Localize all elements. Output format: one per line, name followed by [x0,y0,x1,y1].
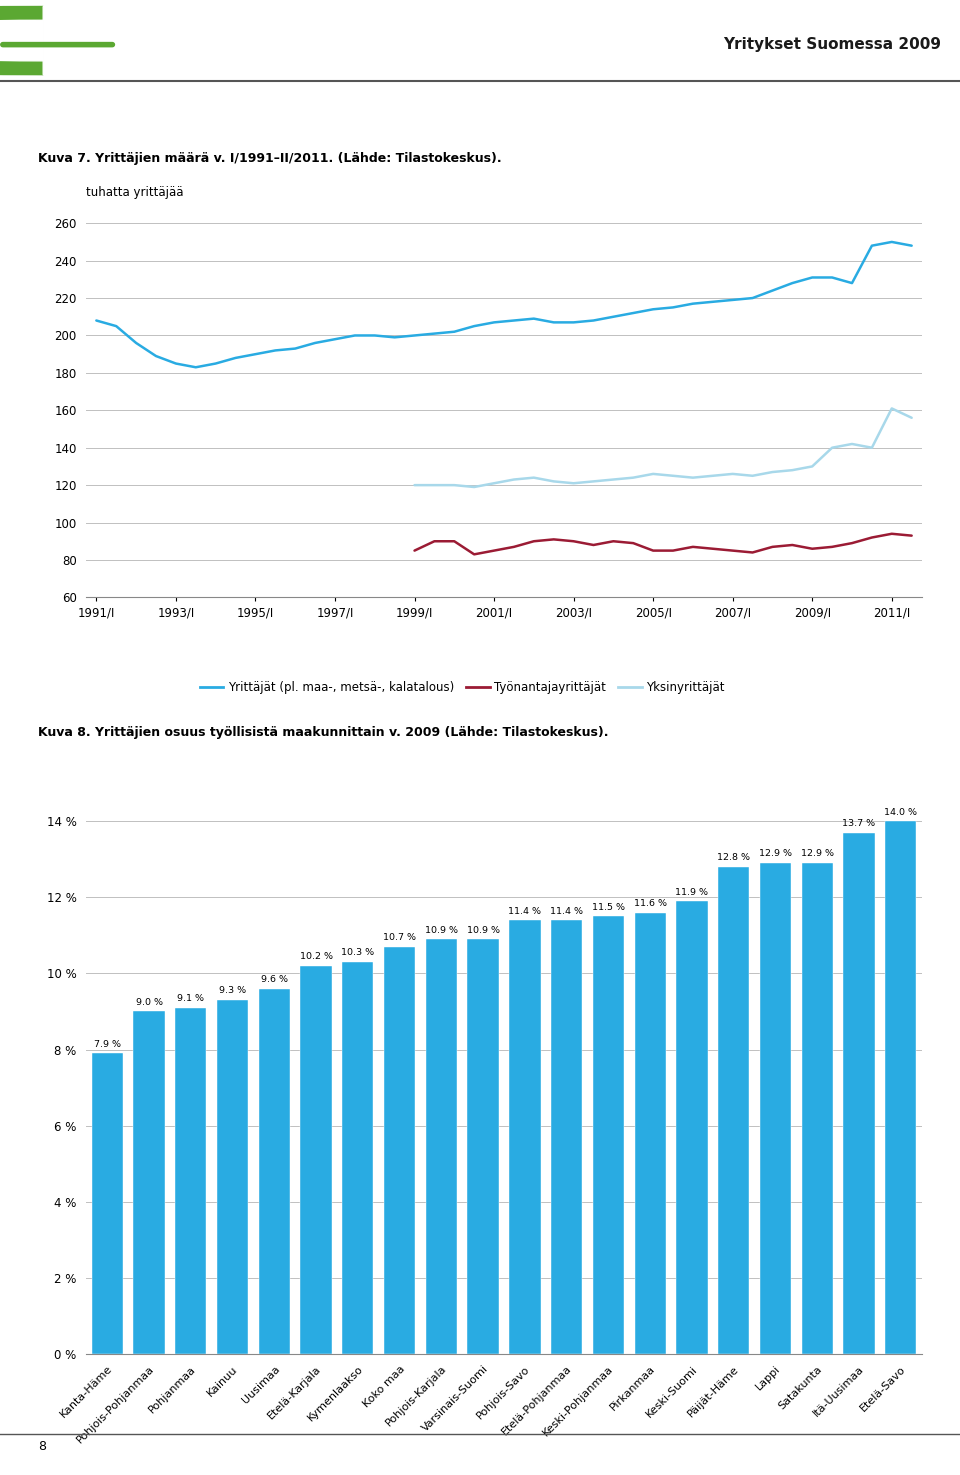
Bar [592,916,624,1354]
Text: 11.6 %: 11.6 % [634,898,666,909]
Bar [759,863,791,1354]
Text: 12.9 %: 12.9 % [801,850,833,858]
Wedge shape [43,6,446,75]
Text: 12.9 %: 12.9 % [759,850,792,858]
Bar [300,966,332,1354]
Bar [509,920,540,1354]
Text: 14.0 %: 14.0 % [884,808,917,817]
Bar [133,1012,165,1354]
Text: 11.5 %: 11.5 % [592,903,625,912]
Bar [802,863,833,1354]
Bar [91,1053,123,1354]
Bar [885,822,917,1354]
Text: 9.0 %: 9.0 % [135,999,162,1007]
Text: 11.4 %: 11.4 % [509,907,541,916]
Legend: Yrittäjät (pl. maa-, metsä-, kalatalous), Työnantajayrittäjät, Yksinyrittäjät: Yrittäjät (pl. maa-, metsä-, kalatalous)… [195,677,730,699]
Bar [676,901,708,1354]
Text: 9.3 %: 9.3 % [219,987,246,996]
Bar [425,940,457,1354]
Text: 13.7 %: 13.7 % [842,819,876,827]
Bar [342,962,373,1354]
Bar [718,867,750,1354]
Text: 11.4 %: 11.4 % [550,907,583,916]
Text: 10.3 %: 10.3 % [341,948,374,957]
Bar [551,920,583,1354]
Text: 10.7 %: 10.7 % [383,934,416,943]
Text: 8: 8 [38,1440,46,1453]
Text: 10.9 %: 10.9 % [467,926,499,935]
Text: 12.8 %: 12.8 % [717,853,750,863]
Text: tuhatta yrittäjää: tuhatta yrittäjää [86,186,184,199]
Text: Kuva 7. Yrittäjien määrä v. I/1991–II/2011. (Lähde: Tilastokeskus).: Kuva 7. Yrittäjien määrä v. I/1991–II/20… [38,152,502,165]
Bar [635,913,666,1354]
Bar [258,988,290,1354]
Text: Kuva 8. Yrittäjien osuus työllisistä maakunnittain v. 2009 (Lähde: Tilastokeskus: Kuva 8. Yrittäjien osuus työllisistä maa… [38,726,609,739]
Wedge shape [0,21,43,60]
Text: 10.2 %: 10.2 % [300,953,332,962]
Wedge shape [0,6,43,75]
Bar [843,832,875,1354]
Text: 9.6 %: 9.6 % [261,975,288,984]
Bar [217,1000,249,1354]
Text: Yritykset Suomessa 2009: Yritykset Suomessa 2009 [723,37,941,52]
Text: 7.9 %: 7.9 % [94,1040,121,1049]
Bar [384,947,416,1354]
Bar [468,940,499,1354]
Text: 10.9 %: 10.9 % [425,926,458,935]
Bar [175,1007,206,1354]
Text: 9.1 %: 9.1 % [178,994,204,1003]
Text: 11.9 %: 11.9 % [676,888,708,897]
